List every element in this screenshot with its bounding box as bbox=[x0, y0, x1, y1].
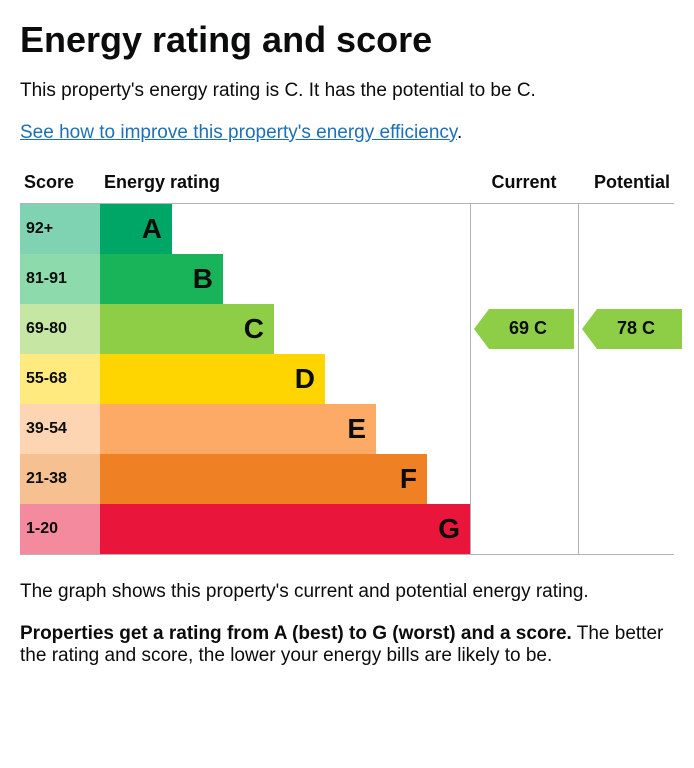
header-rating: Energy rating bbox=[100, 168, 470, 197]
band-bar: B bbox=[100, 254, 223, 304]
band-letter: A bbox=[142, 213, 162, 245]
potential-cell bbox=[578, 404, 686, 454]
band-score: 39-54 bbox=[20, 404, 100, 454]
band-bar-cell: F bbox=[100, 454, 470, 504]
chart-header-row: Score Energy rating Current Potential bbox=[20, 168, 674, 204]
pointer-text: 69 C bbox=[489, 318, 547, 339]
band-bar: E bbox=[100, 404, 376, 454]
band-letter: E bbox=[347, 413, 366, 445]
band-bar-cell: A bbox=[100, 204, 470, 254]
band-row: 55-68 D bbox=[20, 354, 674, 404]
pointer-text: 78 C bbox=[597, 318, 655, 339]
improve-link-line: See how to improve this property's energ… bbox=[20, 122, 674, 144]
current-cell bbox=[470, 204, 578, 254]
chart-rows: 92+ A 81-91 B 69-80 C 69 C 78 C 55-68 D 39-54 E 21-3… bbox=[20, 204, 674, 555]
band-bar: F bbox=[100, 454, 427, 504]
potential-cell bbox=[578, 254, 686, 304]
band-score: 81-91 bbox=[20, 254, 100, 304]
band-score: 21-38 bbox=[20, 454, 100, 504]
band-row: 21-38 F bbox=[20, 454, 674, 504]
band-row: 39-54 E bbox=[20, 404, 674, 454]
band-row: 69-80 C 69 C 78 C bbox=[20, 304, 674, 354]
band-letter: B bbox=[193, 263, 213, 295]
band-bar-cell: C bbox=[100, 304, 470, 354]
band-row: 92+ A bbox=[20, 204, 674, 254]
band-bar: G bbox=[100, 504, 470, 554]
band-bar-cell: G bbox=[100, 504, 470, 554]
band-score: 69-80 bbox=[20, 304, 100, 354]
current-cell bbox=[470, 454, 578, 504]
band-letter: F bbox=[400, 463, 417, 495]
intro-text: This property's energy rating is C. It h… bbox=[20, 80, 674, 102]
header-current: Current bbox=[470, 168, 578, 197]
potential-cell bbox=[578, 454, 686, 504]
band-letter: D bbox=[295, 363, 315, 395]
caption-line-1: The graph shows this property's current … bbox=[20, 581, 674, 603]
caption-bold: Properties get a rating from A (best) to… bbox=[20, 623, 572, 644]
band-bar-cell: E bbox=[100, 404, 470, 454]
current-cell bbox=[470, 504, 578, 554]
page-title: Energy rating and score bbox=[20, 20, 674, 60]
potential-cell bbox=[578, 354, 686, 404]
band-score: 1-20 bbox=[20, 504, 100, 554]
band-bar-cell: B bbox=[100, 254, 470, 304]
band-row: 1-20 G bbox=[20, 504, 674, 554]
band-score: 55-68 bbox=[20, 354, 100, 404]
improve-efficiency-link[interactable]: See how to improve this property's energ… bbox=[20, 122, 457, 143]
header-score: Score bbox=[20, 168, 100, 197]
band-bar: D bbox=[100, 354, 325, 404]
band-letter: C bbox=[244, 313, 264, 345]
band-bar: A bbox=[100, 204, 172, 254]
caption-line-2: Properties get a rating from A (best) to… bbox=[20, 623, 674, 667]
energy-rating-chart: Score Energy rating Current Potential 92… bbox=[20, 168, 674, 555]
band-bar: C bbox=[100, 304, 274, 354]
current-cell: 69 C bbox=[470, 304, 578, 354]
band-score: 92+ bbox=[20, 204, 100, 254]
potential-cell: 78 C bbox=[578, 304, 686, 354]
band-bar-cell: D bbox=[100, 354, 470, 404]
potential-cell bbox=[578, 204, 686, 254]
band-row: 81-91 B bbox=[20, 254, 674, 304]
header-potential: Potential bbox=[578, 168, 686, 197]
current-pointer: 69 C bbox=[489, 309, 574, 349]
potential-cell bbox=[578, 504, 686, 554]
current-cell bbox=[470, 404, 578, 454]
band-letter: G bbox=[438, 513, 460, 545]
current-cell bbox=[470, 354, 578, 404]
chart-caption: The graph shows this property's current … bbox=[20, 581, 674, 667]
potential-pointer: 78 C bbox=[597, 309, 682, 349]
link-suffix: . bbox=[457, 122, 462, 143]
current-cell bbox=[470, 254, 578, 304]
